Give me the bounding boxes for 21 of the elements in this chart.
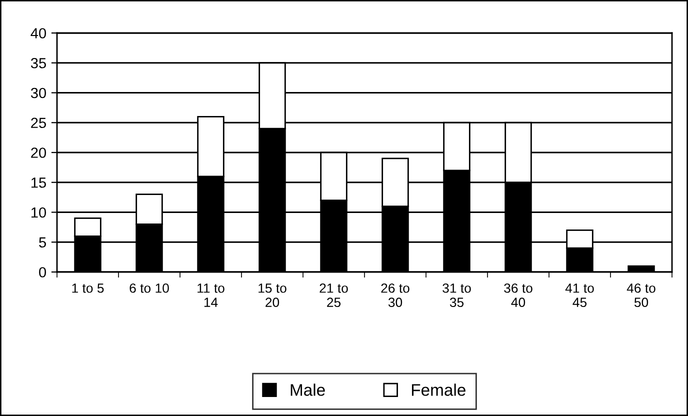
y-tick-label: 25: [31, 118, 46, 128]
y-tick-label: 40: [30, 28, 46, 38]
y-tick-label: 15: [31, 178, 46, 188]
x-tick-label: 15 to 20: [258, 284, 286, 308]
x-tick-label: 21 to 25: [320, 283, 348, 308]
x-tick-label: 41 to 45: [565, 284, 594, 308]
y-tick-label: 0: [39, 267, 46, 278]
y-tick-label: 5: [39, 237, 46, 248]
x-tick-label: 46 to 50: [626, 283, 656, 308]
legend-label: Male: [290, 384, 325, 396]
x-tick-label: 11 to 14: [198, 284, 224, 307]
x-tick-label: 26 to 30: [381, 283, 410, 308]
x-tick-label: 36 to 40: [504, 283, 532, 308]
y-tick-label: 35: [30, 58, 46, 68]
x-tick-label: 6 to 10: [130, 283, 169, 293]
y-tick-label: 10: [31, 207, 46, 218]
y-tick-label: 20: [31, 148, 46, 158]
legend-label: Female: [412, 384, 466, 396]
y-tick-label: 30: [30, 88, 46, 98]
x-tick-label: 31 to 35: [442, 283, 471, 308]
x-tick-label: 1 to 5: [72, 284, 104, 293]
